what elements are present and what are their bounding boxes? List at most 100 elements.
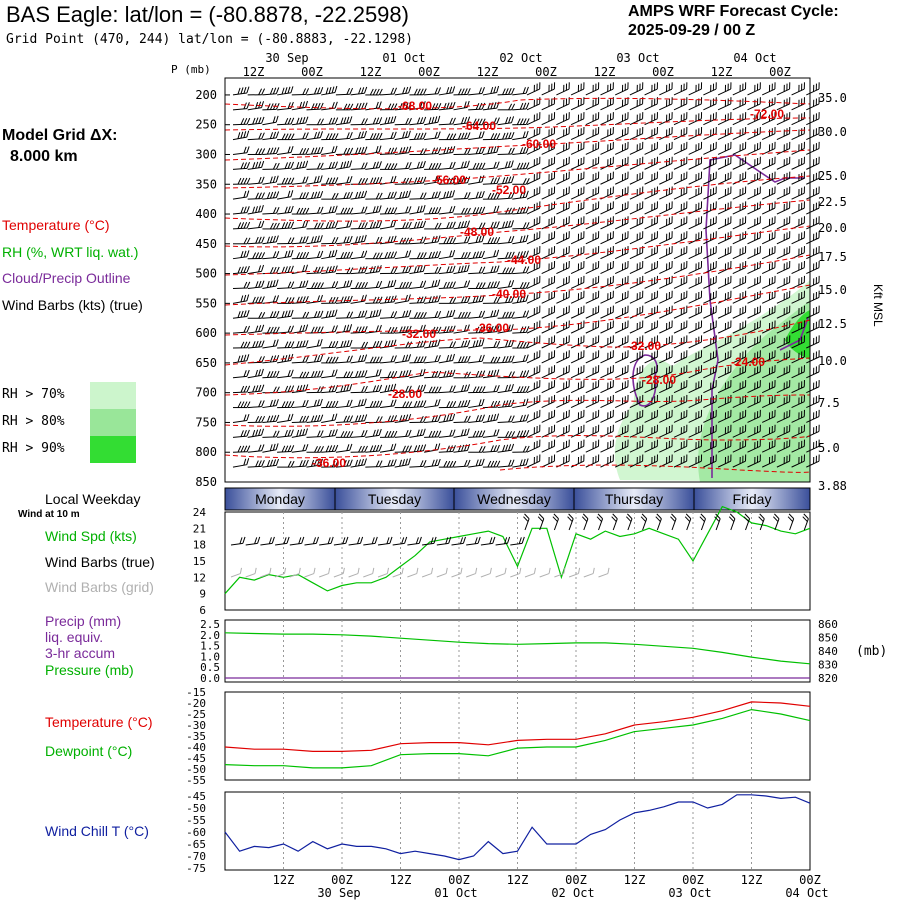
barb-flag bbox=[416, 221, 421, 229]
barb-flag bbox=[700, 82, 703, 90]
barb-flag bbox=[612, 112, 614, 119]
wind-barb bbox=[747, 97, 761, 111]
wind-barb bbox=[365, 416, 383, 423]
barb-flag bbox=[243, 401, 248, 408]
barb-flag bbox=[364, 86, 368, 94]
barb-flag bbox=[686, 320, 688, 328]
barb-flag bbox=[316, 191, 321, 198]
barb-flag bbox=[419, 296, 424, 303]
barb-flag bbox=[434, 326, 439, 334]
barb-flag bbox=[565, 336, 568, 344]
barb-flag bbox=[272, 355, 277, 362]
wind-barb bbox=[732, 156, 747, 170]
barb-flag bbox=[624, 425, 626, 433]
wind-barb bbox=[732, 171, 747, 185]
barb-flag bbox=[375, 460, 380, 467]
barb-staff bbox=[761, 341, 776, 349]
barb-staff bbox=[321, 419, 336, 423]
barb-flag bbox=[272, 147, 277, 154]
barb-staff bbox=[232, 152, 247, 155]
barb-flag bbox=[568, 320, 570, 328]
barb-staff bbox=[585, 133, 599, 141]
barb-flag bbox=[422, 176, 427, 184]
barb-flag bbox=[287, 460, 292, 468]
barb-flag bbox=[384, 207, 389, 215]
wind-barb bbox=[306, 282, 324, 289]
barb-staff bbox=[438, 435, 453, 438]
barb-flag bbox=[683, 247, 685, 255]
barb-flag bbox=[290, 265, 294, 273]
barb-staff bbox=[453, 390, 468, 394]
barb-flag bbox=[331, 192, 336, 200]
wind-barb bbox=[365, 356, 383, 364]
wind-barb bbox=[717, 231, 732, 245]
wind-barb bbox=[453, 264, 470, 275]
barb-flag bbox=[296, 341, 300, 348]
wind-barb bbox=[541, 126, 556, 141]
barb-flag bbox=[258, 132, 262, 140]
barb-flag bbox=[452, 117, 456, 125]
wind-barb bbox=[703, 424, 717, 438]
wind-barb bbox=[644, 290, 658, 304]
barb-flag bbox=[361, 445, 365, 453]
barb-flag bbox=[595, 440, 597, 448]
barb-staff bbox=[526, 103, 540, 111]
barb-flag bbox=[275, 430, 280, 438]
barb-flag bbox=[287, 414, 291, 421]
barb-flag bbox=[446, 133, 451, 140]
wind-barb bbox=[350, 162, 368, 170]
wind-barb bbox=[600, 350, 614, 364]
barb-staff bbox=[688, 416, 702, 423]
barb-flag bbox=[754, 144, 756, 152]
barb-flag bbox=[481, 250, 485, 258]
barb-flag bbox=[393, 191, 397, 199]
barb-staff bbox=[247, 434, 262, 438]
barb-flag bbox=[636, 263, 638, 271]
barb-flag bbox=[577, 457, 580, 464]
wind-barb bbox=[659, 216, 673, 230]
barb-staff bbox=[497, 389, 512, 394]
barb-flag bbox=[612, 82, 614, 90]
barb-flag bbox=[296, 385, 300, 393]
barb-flag bbox=[431, 280, 435, 288]
wind-barb bbox=[629, 141, 644, 155]
barb-flag bbox=[490, 221, 494, 229]
wind-barb bbox=[541, 380, 556, 394]
barb-staff bbox=[556, 177, 570, 185]
wind-barb bbox=[262, 354, 280, 364]
barb-staff bbox=[379, 137, 394, 141]
barb-flag bbox=[680, 442, 682, 449]
barb-staff bbox=[600, 118, 614, 126]
barb-flag bbox=[237, 401, 242, 408]
wind-barb bbox=[629, 171, 644, 185]
barb-flag bbox=[536, 187, 538, 195]
barb-staff bbox=[350, 240, 365, 245]
barb-flag bbox=[416, 312, 421, 319]
barb-flag bbox=[774, 82, 776, 90]
barb-flag bbox=[281, 177, 286, 185]
barb-flag bbox=[299, 207, 304, 215]
barb-flag bbox=[349, 147, 354, 155]
wind-barb bbox=[262, 310, 280, 319]
barb-flag bbox=[287, 86, 291, 94]
barb-flag bbox=[754, 412, 756, 420]
wind-barb bbox=[732, 82, 747, 96]
barb-flag bbox=[636, 248, 638, 256]
wind-barb bbox=[761, 97, 776, 111]
wind-barb bbox=[247, 400, 265, 409]
barb-staff bbox=[232, 227, 248, 230]
wind-barb bbox=[644, 380, 658, 394]
barb-flag bbox=[783, 337, 785, 345]
barb-flag bbox=[551, 143, 553, 150]
barb-flag bbox=[419, 252, 424, 259]
barb-flag bbox=[261, 324, 265, 332]
barb-flag bbox=[481, 87, 485, 94]
barb-flag bbox=[402, 281, 406, 289]
barb-flag bbox=[553, 112, 556, 119]
barb-flag bbox=[305, 415, 310, 423]
wind-barb bbox=[673, 156, 688, 170]
barb-flag bbox=[624, 172, 626, 180]
wind-barb bbox=[453, 428, 470, 438]
barb-staff bbox=[717, 326, 731, 334]
barb-flag bbox=[290, 117, 295, 125]
